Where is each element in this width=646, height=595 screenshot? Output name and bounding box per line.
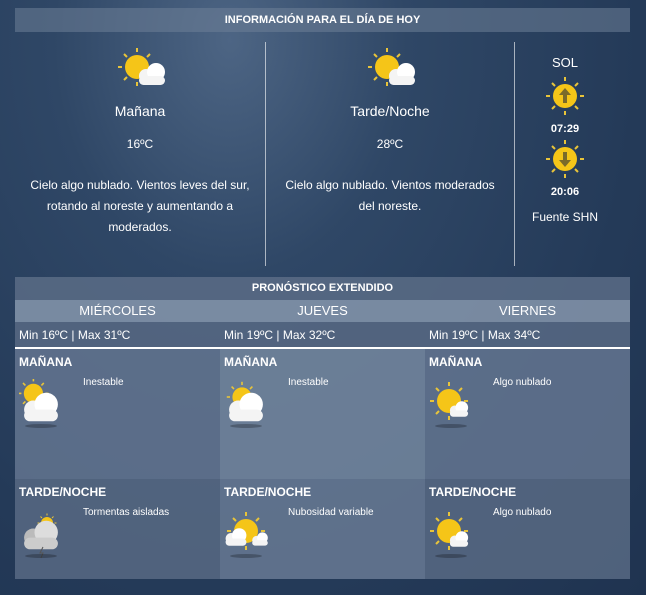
- extended-forecast: PRONÓSTICO EXTENDIDO MIÉRCOLES Min 16ºC …: [15, 277, 630, 580]
- day-column: MIÉRCOLES Min 16ºC | Max 31ºC MAÑANA Ines…: [15, 300, 220, 580]
- slot-desc: Inestable: [288, 377, 329, 388]
- slot-label: MAÑANA: [19, 355, 73, 369]
- partly-cloudy-icon: [429, 381, 469, 428]
- slot-label: MAÑANA: [429, 355, 483, 369]
- slot-label: TARDE/NOCHE: [429, 485, 517, 499]
- slot-desc: Algo nublado: [493, 377, 552, 388]
- sunrise-icon: [545, 76, 585, 116]
- today-evening: Tarde/Noche 28ºC Cielo algo nublado. Vie…: [266, 40, 514, 217]
- day-minmax: Min 19ºC | Max 32ºC: [220, 322, 425, 349]
- period-temp: 16ºC: [126, 137, 154, 151]
- period-label: Mañana: [114, 103, 166, 119]
- sunset-icon: [545, 139, 585, 179]
- cloudy-sun-icon: [19, 379, 58, 428]
- period-desc: Cielo algo nublado. Vientos moderados de…: [285, 178, 495, 213]
- slot-label: MAÑANA: [224, 355, 278, 369]
- slot-desc: Inestable: [83, 377, 124, 388]
- day-name: VIERNES: [425, 300, 630, 322]
- sunrise-time: 07:29: [550, 123, 580, 135]
- today-title: INFORMACIÓN PARA EL DÍA DE HOY: [15, 8, 630, 32]
- cloudy-sun-icon: [226, 380, 263, 428]
- storm-icon: [24, 513, 58, 559]
- day-column: JUEVES Min 19ºC | Max 32ºC MAÑANA Inestab…: [220, 300, 425, 580]
- partly-cloudy-icon: [429, 511, 469, 558]
- day-name: JUEVES: [220, 300, 425, 322]
- slot-desc: Tormentas aisladas: [83, 507, 170, 518]
- slot-desc: Nubosidad variable: [288, 507, 374, 518]
- period-label: Tarde/Noche: [350, 103, 430, 119]
- slot-desc: Algo nublado: [493, 507, 552, 518]
- sun-panel: SOL 07:29 20:06 Fuente SHN: [515, 55, 615, 224]
- day-name: MIÉRCOLES: [15, 300, 220, 322]
- today-morning: Mañana 16ºC Cielo algo nublado. Vientos …: [15, 40, 265, 238]
- day-minmax: Min 16ºC | Max 31ºC: [15, 322, 220, 349]
- divider: [265, 42, 266, 266]
- sunset-time: 20:06: [550, 186, 580, 198]
- slot-label: TARDE/NOCHE: [224, 485, 312, 499]
- extended-title: PRONÓSTICO EXTENDIDO: [15, 277, 630, 300]
- period-temp: 28ºC: [376, 137, 404, 151]
- sun-title: SOL: [551, 55, 578, 70]
- partly-cloudy-icon: [117, 47, 165, 87]
- divider: [514, 42, 515, 266]
- source: Fuente SHN: [531, 210, 599, 224]
- period-desc: Cielo algo nublado. Vientos leves del su…: [30, 178, 250, 234]
- slot-label: TARDE/NOCHE: [19, 485, 107, 499]
- partly-cloudy-icon: [367, 47, 415, 87]
- day-minmax: Min 19ºC | Max 34ºC: [425, 322, 630, 349]
- variable-clouds-icon: [225, 511, 268, 558]
- day-column: VIERNES Min 19ºC | Max 34ºC MAÑANA Algo n…: [425, 300, 630, 580]
